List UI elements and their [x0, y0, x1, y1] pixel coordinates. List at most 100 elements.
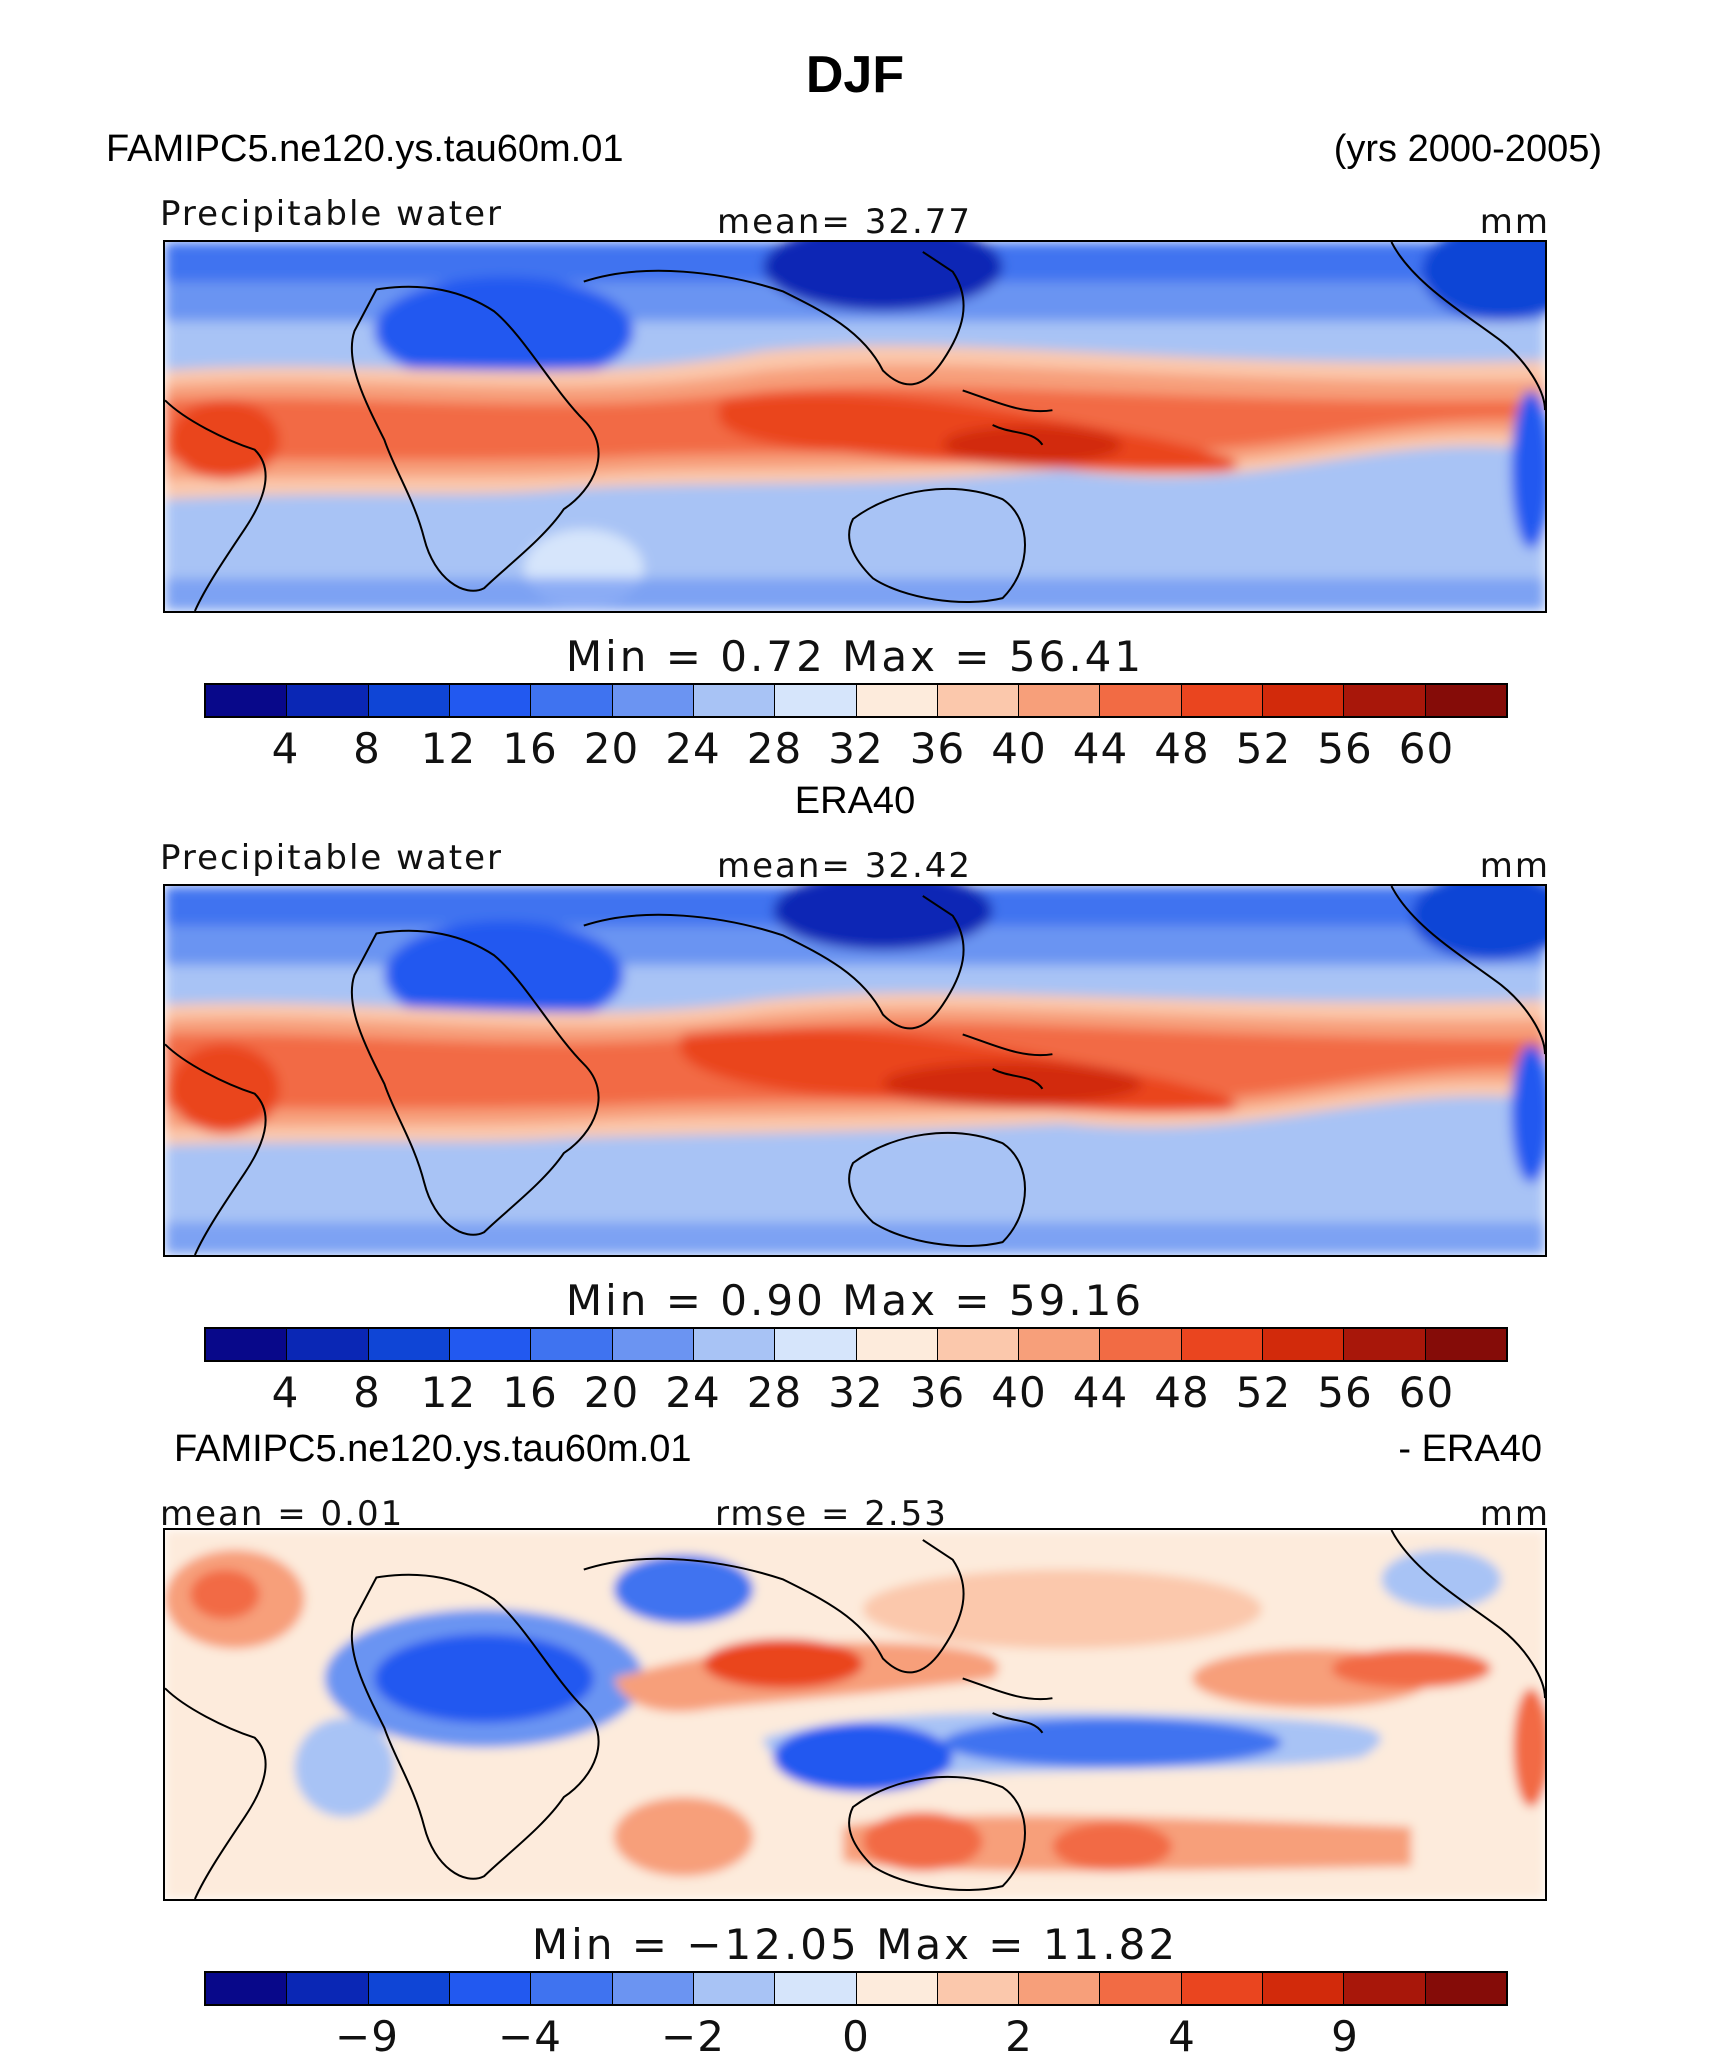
colorbar-swatch — [1425, 685, 1506, 716]
colorbar-swatch — [937, 685, 1020, 716]
panel-2-units: mm — [1479, 846, 1550, 886]
colorbar-tick-label: 4 — [1168, 2012, 1196, 2061]
colorbar-swatch — [693, 1329, 776, 1360]
colorbar-tick-label: 4 — [271, 1368, 300, 1417]
panel-3-case-name: FAMIPC5.ne120.ys.tau60m.01 — [174, 1428, 692, 1470]
panel-3-colorbar — [204, 1971, 1508, 2006]
panel-2-map-svg — [165, 886, 1545, 1255]
colorbar-swatch — [856, 1329, 938, 1360]
colorbar-swatch — [693, 1973, 776, 2004]
colorbar-tick-label: 36 — [909, 724, 966, 773]
colorbar-tick-label: 16 — [502, 1368, 558, 1417]
colorbar-tick-label: 4 — [271, 724, 300, 773]
colorbar-tick-label: 8 — [353, 724, 381, 773]
colorbar-tick-label: 52 — [1235, 1368, 1292, 1417]
colorbar-swatch — [1100, 1329, 1182, 1360]
panel-2-minmax: Min = 0.90 Max = 59.16 — [565, 1276, 1145, 1325]
panel-3-mean: mean = 0.01 — [160, 1494, 405, 1534]
colorbar-swatch — [1263, 1973, 1345, 2004]
colorbar-tick-label: 24 — [665, 1368, 721, 1417]
colorbar-swatch — [775, 1973, 857, 2004]
colorbar-swatch — [1181, 685, 1264, 716]
panel-1-years: (yrs 2000-2005) — [1333, 128, 1602, 170]
colorbar-swatch — [206, 1973, 288, 2004]
colorbar-swatch — [1263, 685, 1345, 716]
colorbar-swatch — [1425, 1973, 1506, 2004]
colorbar-swatch — [856, 685, 938, 716]
colorbar-swatch — [1344, 1329, 1426, 1360]
colorbar-swatch — [531, 685, 613, 716]
colorbar-swatch — [856, 1973, 938, 2004]
panel-1-variable: Precipitable water — [160, 194, 504, 234]
colorbar-swatch — [1019, 1329, 1101, 1360]
colorbar-swatch — [1019, 685, 1101, 716]
colorbar-tick-label: −4 — [498, 2012, 562, 2061]
colorbar-tick-label: 20 — [583, 724, 640, 773]
colorbar-tick-label: 40 — [991, 1368, 1047, 1417]
panel-3-units: mm — [1479, 1494, 1550, 1534]
panel-2-mean: mean= 32.42 — [717, 846, 973, 886]
colorbar-tick-label: 28 — [746, 1368, 803, 1417]
colorbar-swatch — [1425, 1329, 1506, 1360]
colorbar-tick-label: 0 — [842, 2012, 870, 2061]
panel-1-mean: mean= 32.77 — [717, 202, 973, 242]
colorbar-tick-label: 36 — [909, 1368, 966, 1417]
panel-3-minus-obs: - ERA40 — [1398, 1428, 1542, 1470]
panel-1-colorbar — [204, 683, 1508, 718]
colorbar-tick-label: 56 — [1317, 724, 1373, 773]
colorbar-tick-label: 48 — [1154, 724, 1210, 773]
colorbar-swatch — [1181, 1973, 1264, 2004]
colorbar-swatch — [775, 685, 857, 716]
colorbar-swatch — [206, 685, 288, 716]
colorbar-tick-label: 56 — [1317, 1368, 1373, 1417]
panel-1-minmax: Min = 0.72 Max = 56.41 — [565, 632, 1145, 681]
figure-title: DJF — [805, 46, 905, 104]
colorbar-swatch — [449, 685, 532, 716]
panel-3-minmax: Min = −12.05 Max = 11.82 — [531, 1920, 1179, 1969]
panel-1-case-name: FAMIPC5.ne120.ys.tau60m.01 — [106, 128, 624, 170]
colorbar-swatch — [612, 1973, 694, 2004]
colorbar-swatch — [368, 1329, 450, 1360]
colorbar-swatch — [449, 1329, 532, 1360]
colorbar-swatch — [449, 1973, 532, 2004]
colorbar-tick-label: 52 — [1235, 724, 1292, 773]
colorbar-tick-label: 44 — [1072, 1368, 1129, 1417]
colorbar-swatch — [206, 1329, 288, 1360]
colorbar-swatch — [612, 685, 694, 716]
colorbar-swatch — [937, 1973, 1020, 2004]
colorbar-swatch — [1344, 685, 1426, 716]
colorbar-tick-label: 28 — [746, 724, 803, 773]
colorbar-swatch — [368, 1973, 450, 2004]
colorbar-tick-label: 48 — [1154, 1368, 1210, 1417]
panel-1-units: mm — [1479, 202, 1550, 242]
panel-2-variable: Precipitable water — [160, 838, 504, 878]
colorbar-swatch — [1263, 1329, 1345, 1360]
colorbar-tick-label: 8 — [353, 1368, 381, 1417]
colorbar-swatch — [287, 1973, 369, 2004]
panel-1-coastlines — [165, 242, 1545, 611]
colorbar-swatch — [368, 685, 450, 716]
colorbar-tick-label: 12 — [420, 1368, 477, 1417]
colorbar-swatch — [693, 685, 776, 716]
panel-1-map-svg — [165, 242, 1545, 611]
colorbar-tick-label: −9 — [335, 2012, 399, 2061]
colorbar-tick-label: 24 — [665, 724, 721, 773]
colorbar-tick-label: −2 — [661, 2012, 725, 2061]
panel-2-map — [163, 884, 1547, 1257]
colorbar-swatch — [531, 1973, 613, 2004]
colorbar-tick-label: 60 — [1398, 724, 1455, 773]
panel-1-map — [163, 240, 1547, 613]
panel-2-coastlines — [165, 886, 1545, 1255]
colorbar-swatch — [775, 1329, 857, 1360]
colorbar-tick-label: 32 — [828, 724, 884, 773]
colorbar-swatch — [1100, 1973, 1182, 2004]
panel-3-map-svg — [165, 1530, 1545, 1899]
panel-3-rmse: rmse = 2.53 — [715, 1494, 948, 1534]
colorbar-tick-label: 40 — [991, 724, 1047, 773]
colorbar-tick-label: 9 — [1331, 2012, 1359, 2061]
colorbar-tick-label: 60 — [1398, 1368, 1455, 1417]
colorbar-tick-label: 20 — [583, 1368, 640, 1417]
colorbar-tick-label: 16 — [502, 724, 558, 773]
colorbar-swatch — [1019, 1973, 1101, 2004]
colorbar-tick-label: 2 — [1005, 2012, 1033, 2061]
